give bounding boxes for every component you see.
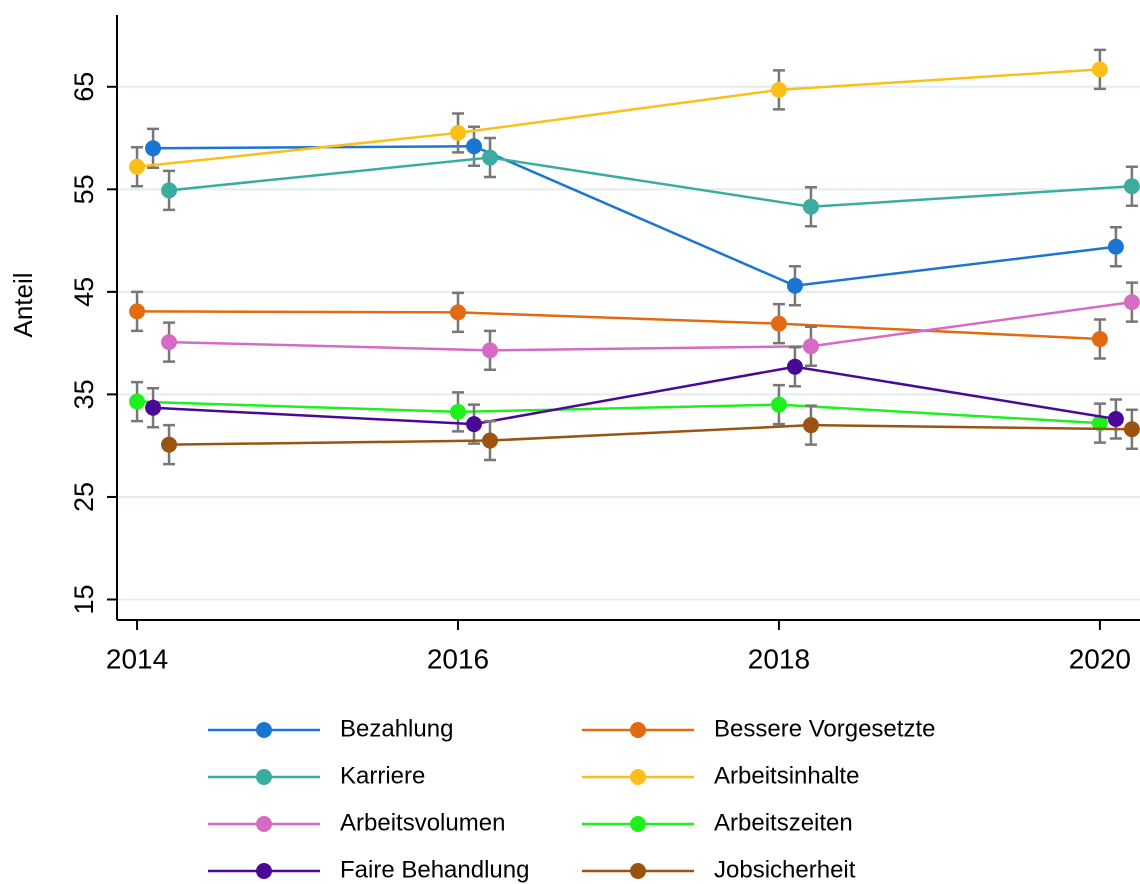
line: [136, 68, 1100, 169]
point: [161, 436, 178, 453]
point: [1123, 421, 1140, 438]
series: [129, 48, 1108, 188]
point: [1107, 411, 1124, 428]
y-tick-label: 25: [69, 482, 99, 512]
legend-label: Bezahlung: [340, 715, 453, 742]
y-tick-label: 35: [69, 379, 99, 409]
line: [153, 145, 1117, 287]
x-tick-label: 2016: [427, 643, 489, 674]
point: [145, 140, 162, 157]
point: [482, 432, 498, 449]
x-tick-label: 2014: [106, 643, 168, 674]
legend-item: Faire Behandlung: [208, 856, 529, 883]
x-tick-label: 2020: [1069, 643, 1131, 674]
point: [1123, 294, 1140, 311]
legend-label: Karriere: [340, 762, 425, 789]
legend-marker: [630, 863, 646, 879]
legend-label: Jobsicherheit: [714, 856, 856, 883]
series: [129, 380, 1108, 444]
point: [1091, 331, 1108, 348]
point: [482, 149, 498, 166]
legend-item: Jobsicherheit: [582, 856, 856, 883]
point: [802, 417, 819, 434]
legend-item: Arbeitsinhalte: [582, 762, 859, 789]
series: [145, 345, 1124, 445]
line: [152, 365, 1117, 426]
y-tick-label: 55: [69, 174, 99, 204]
legend-marker: [630, 816, 646, 832]
point: [1091, 61, 1108, 78]
point: [770, 396, 787, 413]
point: [1091, 415, 1108, 432]
series: [145, 125, 1124, 307]
point: [482, 342, 498, 359]
legend-marker: [630, 722, 646, 738]
legend-marker: [256, 769, 272, 785]
point: [129, 158, 146, 175]
point: [770, 81, 787, 98]
point: [770, 315, 787, 332]
series: [161, 281, 1140, 372]
y-tick-label: 45: [69, 277, 99, 307]
line: [137, 400, 1100, 425]
point: [802, 198, 819, 215]
legend-marker: [256, 816, 272, 832]
line: [168, 156, 1132, 209]
point: [786, 358, 803, 375]
point: [450, 304, 466, 321]
point: [466, 138, 482, 155]
point: [129, 393, 146, 410]
point: [161, 182, 178, 199]
y-axis-label: Anteil: [8, 272, 38, 337]
line: [169, 423, 1132, 446]
legend-item: Arbeitsvolumen: [208, 809, 505, 836]
legend-item: Bessere Vorgesetzte: [582, 715, 935, 742]
point: [466, 416, 482, 433]
legend-label: Faire Behandlung: [340, 856, 529, 883]
series: [161, 404, 1140, 466]
series: [161, 136, 1140, 228]
legend-label: Arbeitszeiten: [714, 809, 853, 836]
point: [450, 403, 466, 420]
legend-label: Arbeitsvolumen: [340, 809, 505, 836]
point: [802, 338, 819, 355]
series: [129, 290, 1108, 360]
legend-label: Bessere Vorgesetzte: [714, 715, 935, 742]
x-tick-label: 2018: [748, 643, 810, 674]
legend-item: Karriere: [208, 762, 425, 789]
y-tick-label: 65: [69, 72, 99, 102]
legend-marker: [256, 722, 272, 738]
legend-marker: [630, 769, 646, 785]
legend-item: Bezahlung: [208, 715, 453, 742]
y-tick-label: 15: [69, 584, 99, 614]
legend-label: Arbeitsinhalte: [714, 762, 859, 789]
point: [450, 124, 466, 141]
line: [137, 310, 1100, 341]
point: [1107, 238, 1124, 255]
line: [169, 300, 1133, 352]
legend-item: Arbeitszeiten: [582, 809, 853, 836]
point: [129, 303, 146, 320]
point: [145, 399, 162, 416]
point: [786, 277, 803, 294]
point: [161, 334, 178, 351]
point: [1123, 178, 1140, 195]
legend-marker: [256, 863, 272, 879]
